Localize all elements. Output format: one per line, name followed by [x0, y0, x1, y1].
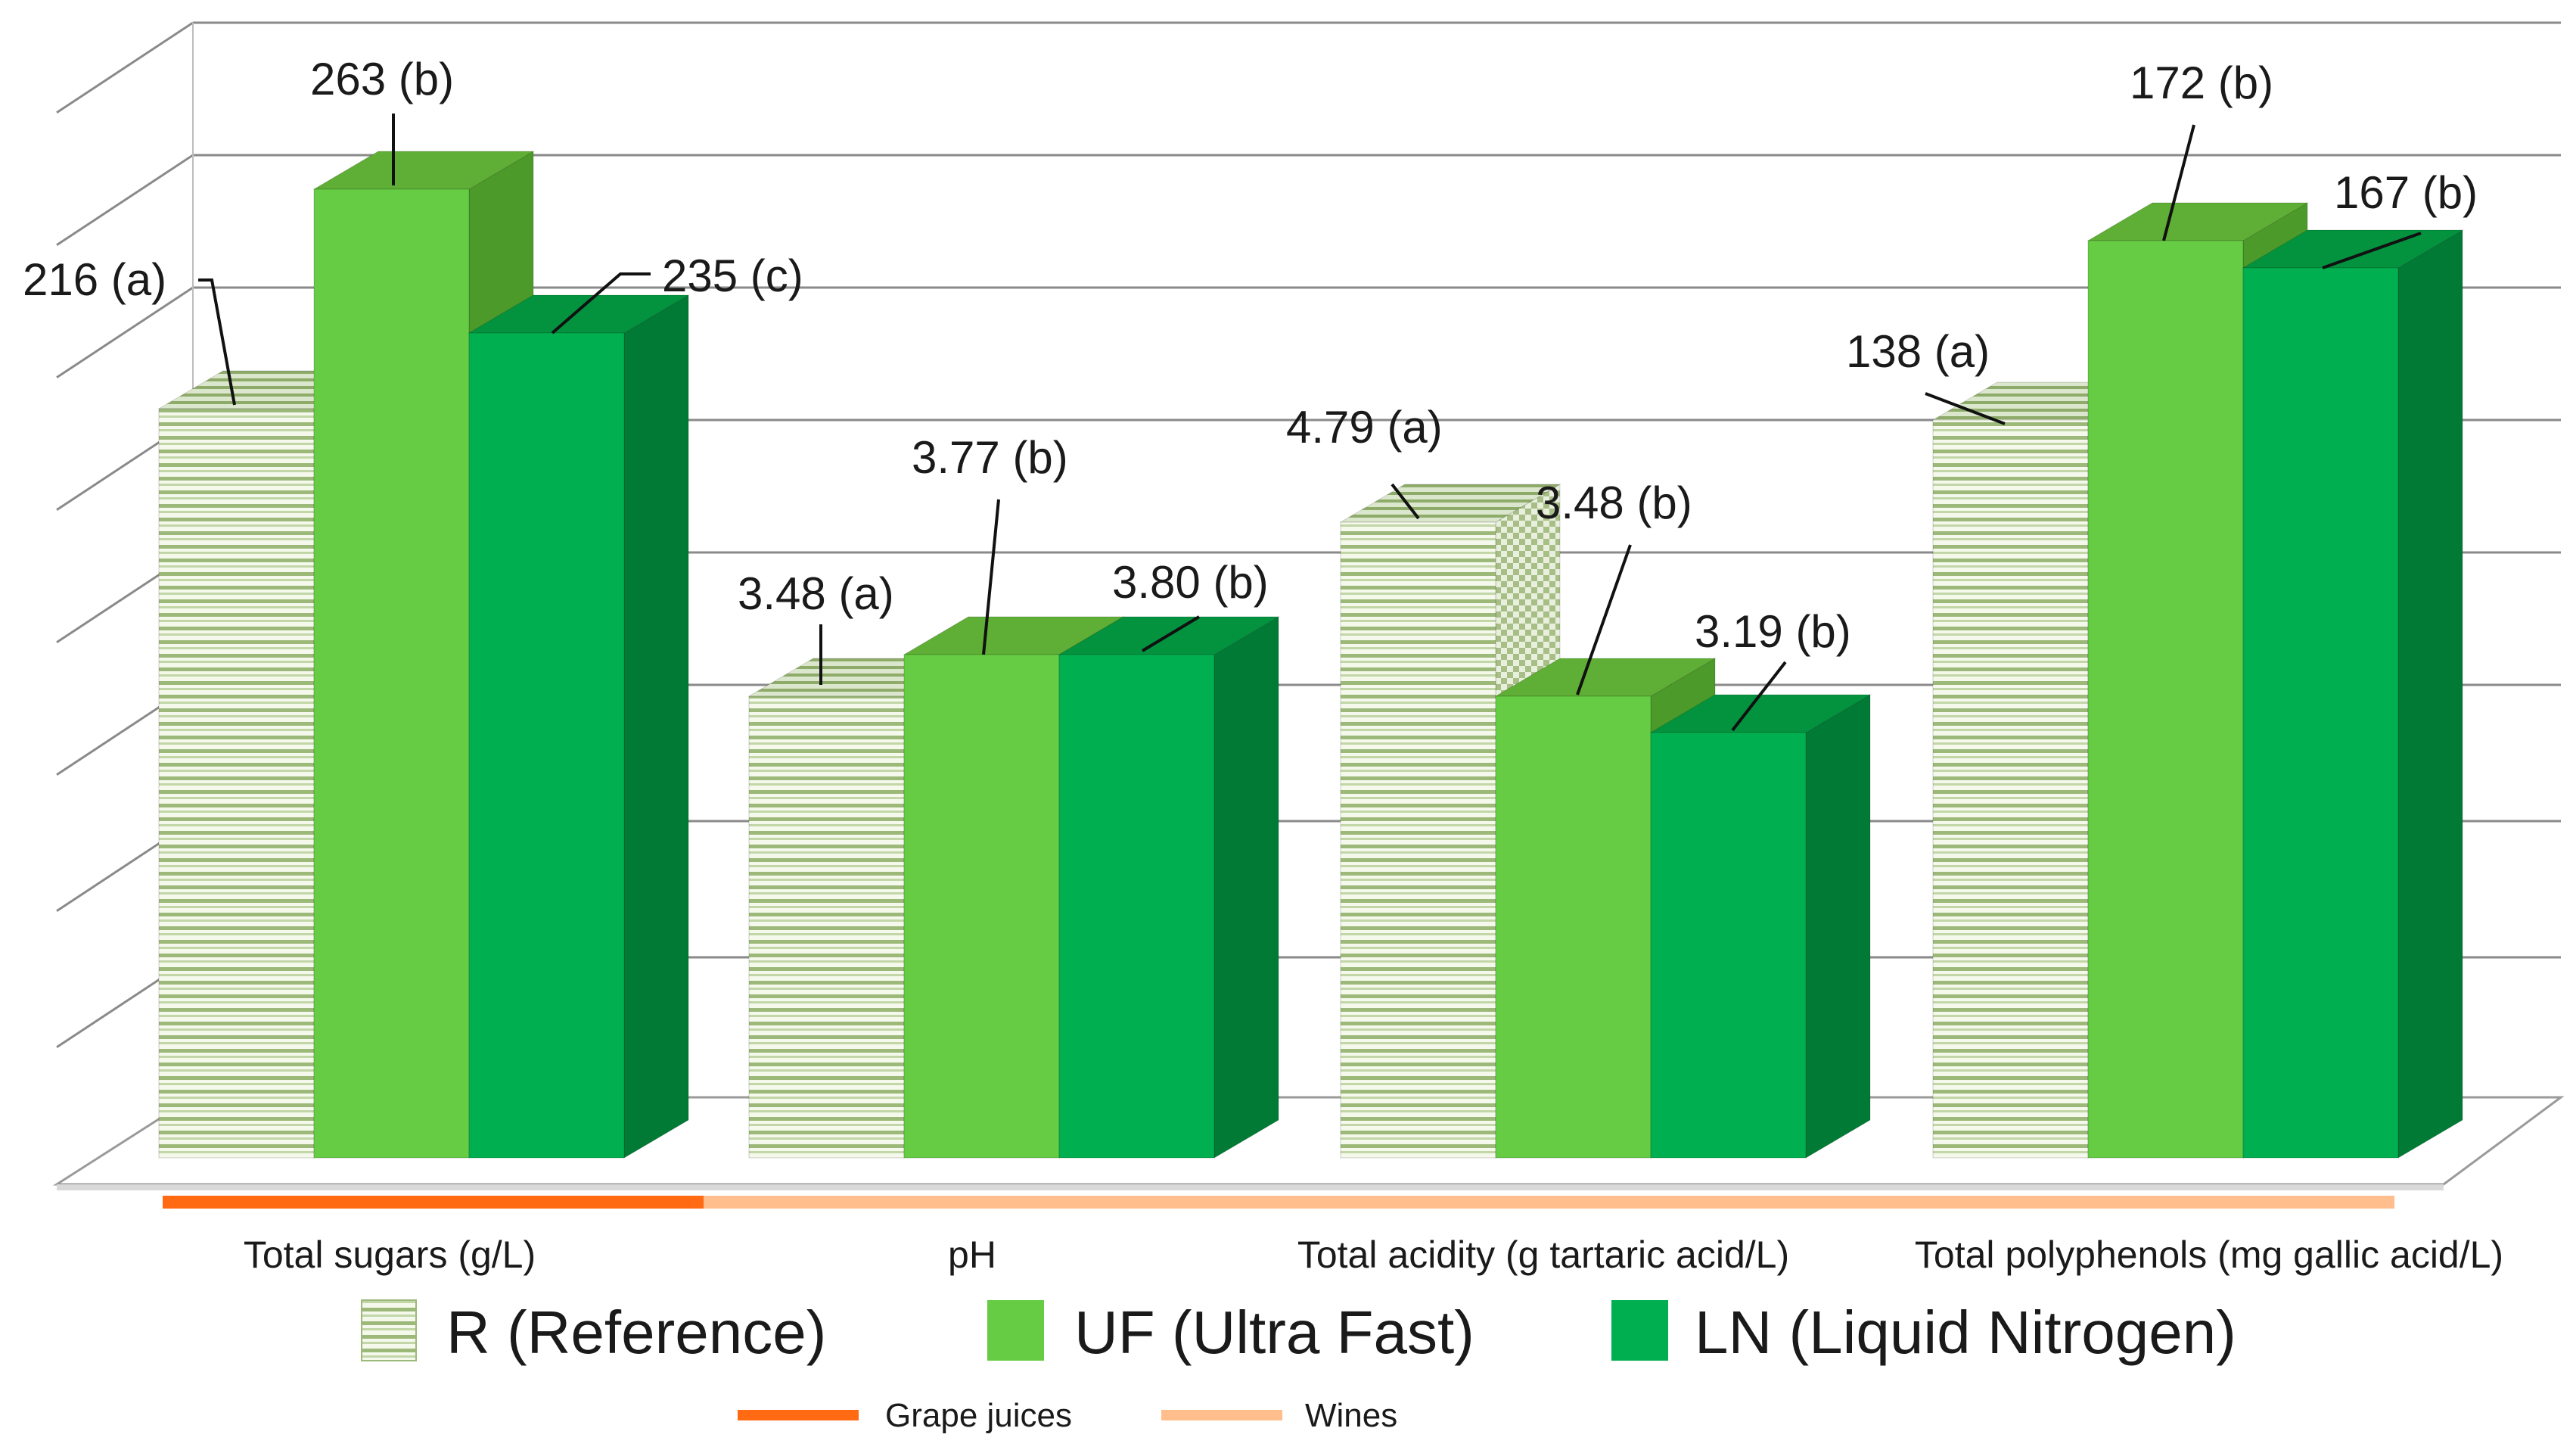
- category-labels: Total sugars (g/L) pH Total acidity (g t…: [244, 1234, 2503, 1276]
- bar: [1494, 658, 1717, 1159]
- leader-line: [2322, 232, 2422, 269]
- leader-line: [551, 272, 651, 334]
- category-label: Total sugars (g/L): [244, 1234, 536, 1276]
- data-label: 3.19 (b): [1695, 606, 1851, 657]
- bar-front: [2242, 267, 2399, 1159]
- gridline-depth: [56, 286, 194, 379]
- legend-swatch-liquid-nitrogen: [1611, 1300, 1668, 1361]
- data-label: 216 (a): [23, 254, 166, 305]
- data-label: 263 (b): [310, 54, 454, 104]
- bar-front: [313, 188, 470, 1159]
- leader-line: [1141, 615, 1201, 652]
- bar-front: [748, 695, 905, 1159]
- group-bars: [163, 1196, 2394, 1209]
- legend-item-liquid-nitrogen: LN (Liquid Nitrogen): [1611, 1299, 2236, 1366]
- bar: [1058, 616, 1280, 1159]
- bar-front: [1495, 695, 1652, 1159]
- legend-label-liquid-nitrogen: LN (Liquid Nitrogen): [1695, 1299, 2236, 1366]
- data-label: 167 (b): [2334, 167, 2478, 218]
- leader-line: [198, 278, 236, 406]
- leader-line: [1731, 661, 1787, 732]
- data-label: 172 (b): [2130, 58, 2273, 108]
- legend-swatch-reference: [361, 1299, 417, 1361]
- bar-front: [1650, 732, 1807, 1159]
- data-labels: 216 (a) 3.48 (a) 4.79 (a) 138 (a) 263 (b) 3.7…: [23, 54, 2478, 732]
- bar: [2242, 229, 2464, 1159]
- leader-line: [1391, 483, 1420, 520]
- legend-label-grape-juices: Grape juices: [885, 1397, 1072, 1434]
- legend-item-reference: R (Reference): [361, 1299, 826, 1366]
- data-label: 3.48 (b): [1536, 478, 1692, 528]
- leader-line: [1925, 392, 2006, 425]
- leader-line: [982, 499, 1000, 655]
- bar-front: [1340, 521, 1496, 1159]
- bar: [1649, 694, 1872, 1159]
- legend-item-wines: Wines: [1161, 1397, 1397, 1434]
- bar-side: [2397, 229, 2463, 1159]
- legend-swatch-ultra-fast: [987, 1300, 1044, 1361]
- bars: [157, 151, 2464, 1159]
- legend-label-wines: Wines: [1305, 1397, 1397, 1434]
- bar: [468, 294, 690, 1159]
- legend-line-grape-juices: [738, 1410, 859, 1420]
- data-label: 4.79 (a): [1286, 402, 1443, 453]
- leader-line: [2162, 124, 2195, 241]
- bar-front: [1058, 654, 1215, 1159]
- bar-front: [903, 654, 1060, 1159]
- category-label: Total acidity (g tartaric acid/L): [1297, 1234, 1789, 1276]
- bar-side: [1213, 616, 1279, 1159]
- legend: R (Reference) UF (Ultra Fast) LN (Liquid…: [361, 1299, 2236, 1434]
- data-label: 3.48 (a): [738, 568, 894, 619]
- bar-front: [468, 332, 625, 1159]
- legend-line-wines: [1161, 1410, 1282, 1420]
- bar-front: [2087, 240, 2244, 1159]
- legend-label-reference: R (Reference): [446, 1299, 826, 1366]
- bar-front: [1932, 419, 2089, 1159]
- legend-label-ultra-fast: UF (Ultra Fast): [1074, 1299, 1474, 1366]
- data-label: 138 (a): [1846, 326, 1990, 377]
- legend-item-ultra-fast: UF (Ultra Fast): [987, 1299, 1474, 1366]
- leader-line: [1576, 544, 1632, 695]
- group-bar-grape-juices: [163, 1196, 704, 1209]
- bar-front: [158, 408, 315, 1159]
- gridline-depth: [56, 21, 194, 114]
- data-label: 3.77 (b): [912, 432, 1068, 483]
- bar-side: [1805, 694, 1871, 1159]
- legend-item-grape-juices: Grape juices: [738, 1397, 1072, 1434]
- group-bar-wines: [704, 1196, 2394, 1209]
- data-label: 3.80 (b): [1112, 557, 1269, 608]
- chart-floor-edge: [57, 1184, 2444, 1190]
- bar-side: [623, 294, 689, 1159]
- category-label: pH: [948, 1234, 996, 1276]
- category-label: Total polyphenols (mg gallic acid/L): [1915, 1234, 2503, 1276]
- data-label: 235 (c): [662, 250, 803, 301]
- gridline-depth: [56, 154, 194, 247]
